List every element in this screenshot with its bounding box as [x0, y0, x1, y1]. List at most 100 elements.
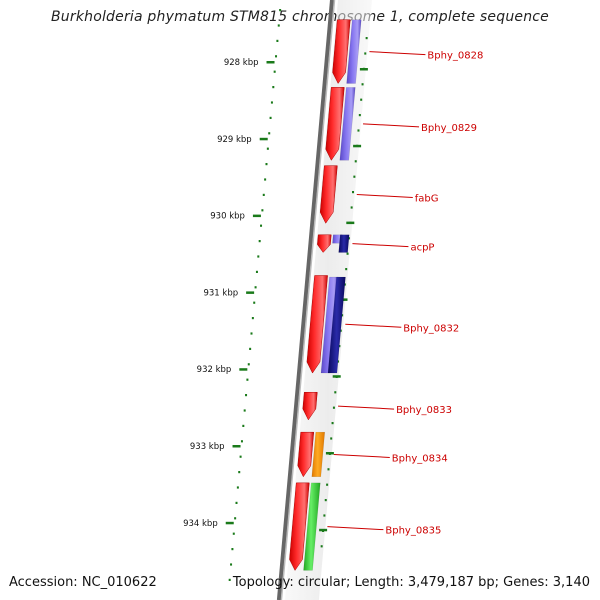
scale-dot — [262, 193, 265, 196]
outer-scale-dot — [361, 83, 364, 86]
scale-dot — [232, 532, 235, 535]
scale-dot — [277, 24, 280, 27]
scale-dot — [261, 209, 264, 212]
gene-arrow — [317, 234, 332, 253]
outer-scale-dot — [360, 98, 363, 101]
outer-scale-dot — [350, 206, 353, 209]
outer-scale-dot — [324, 499, 327, 502]
scale-dot — [230, 563, 233, 566]
feature-block — [339, 87, 356, 161]
scale-tick — [266, 61, 275, 64]
scale-tick — [252, 214, 261, 218]
outer-scale-dot — [332, 406, 335, 409]
gene-arrow — [306, 275, 328, 374]
sequence-summary: Topology: circular; Length: 3,479,187 bp… — [232, 575, 590, 590]
scale-dot — [251, 317, 254, 320]
gene-label: fabG — [415, 193, 439, 204]
scale-dot — [247, 363, 250, 366]
scale-dot — [253, 301, 256, 304]
outer-scale-dot — [364, 52, 367, 55]
gene-arrow — [289, 482, 310, 571]
feature-tracks — [303, 19, 362, 571]
scale-dot — [273, 70, 276, 73]
scale-dot — [258, 240, 261, 243]
scale-dot — [255, 270, 258, 273]
scale-dot — [268, 132, 271, 135]
outer-scale-tick — [332, 375, 341, 378]
outer-scale-dot — [354, 160, 357, 163]
scale-tick-label: 928 kbp — [224, 58, 259, 68]
scale-tick-label: 929 kbp — [217, 135, 252, 145]
outer-scale-dot — [358, 114, 361, 117]
scale-dot — [257, 255, 260, 258]
outer-scale-dot — [334, 391, 337, 394]
gene-label: Bphy_0835 — [385, 526, 441, 537]
scale-tick — [232, 445, 241, 448]
outer-scale-tick — [339, 298, 348, 301]
scale-dot — [238, 471, 241, 474]
map-title: Burkholderia phymatum STM815 chromosome … — [50, 9, 549, 25]
outer-scale-dot — [343, 283, 346, 286]
scale-dot — [228, 578, 231, 581]
scale-dot — [249, 347, 252, 350]
gene-arrow — [302, 391, 318, 421]
outer-scale-dot — [337, 360, 340, 363]
gene-labels: Bphy_0828 Bphy_0829 fabG acpP Bphy_0832 Bphy_… — [327, 51, 483, 537]
scale-dot — [250, 332, 253, 335]
scale-dot — [236, 486, 239, 489]
scale-tick — [225, 521, 234, 525]
backbone-line — [276, 0, 334, 600]
scale-dot — [279, 9, 282, 12]
scale-tick — [259, 137, 268, 141]
scale-tick-label: 932 kbp — [197, 365, 232, 375]
scale-dot — [245, 394, 248, 397]
outer-scale-dot — [339, 329, 342, 332]
gene-label: Bphy_0832 — [403, 323, 459, 334]
scale-ticks: 928 kbp 929 kbp 930 kbp 931 kbp 932 kbp 933 k… — [183, 58, 368, 532]
gene-label: Bphy_0834 — [392, 453, 448, 464]
gene-label: Bphy_0829 — [421, 123, 477, 134]
gene-arrow — [297, 431, 315, 478]
outer-scale-dot — [346, 252, 349, 255]
gene-arrow — [319, 165, 338, 224]
scale-dot — [276, 39, 279, 42]
scale-tick-label: 930 kbp — [210, 212, 245, 222]
outer-scale-dot — [326, 483, 329, 486]
accession-text: Accession: NC_010622 — [9, 575, 157, 590]
feature-block — [338, 234, 350, 253]
scale-dot — [239, 455, 242, 458]
gene-arrow — [325, 87, 345, 161]
gene-label: Bphy_0833 — [396, 405, 452, 416]
feature-block — [311, 431, 326, 477]
scale-tick — [246, 291, 255, 294]
outer-scale-dot — [353, 175, 356, 178]
gene-label-leader — [327, 526, 384, 531]
scale-tick — [239, 368, 248, 371]
scale-dot — [260, 224, 263, 227]
scale-dot — [231, 548, 234, 551]
gene-label: acpP — [410, 243, 434, 254]
outer-scale-dot — [327, 468, 330, 471]
outer-scale-tick — [319, 528, 328, 532]
scale-dot — [254, 286, 257, 289]
chromosome-backbone — [276, 0, 336, 600]
outer-scale-dot — [330, 437, 333, 440]
gene-arrows — [289, 19, 351, 571]
gene-label-leader — [369, 51, 426, 56]
scale-tick-label: 933 kbp — [190, 442, 225, 452]
scale-dot — [265, 163, 268, 166]
backbone-highlight — [280, 0, 336, 600]
scale-dot — [242, 424, 245, 427]
scale-tick-label: 934 kbp — [183, 519, 218, 529]
outer-scale-dot — [365, 37, 368, 40]
gene-label-leader — [338, 405, 395, 410]
scale-dot — [234, 517, 237, 520]
scale-dot — [270, 101, 273, 104]
feature-block — [327, 276, 346, 374]
gene-label-leader — [352, 243, 409, 248]
outer-scale-tick — [325, 452, 334, 455]
feature-block — [303, 482, 321, 571]
outer-scale-dot — [357, 129, 360, 132]
scale-dot — [235, 501, 238, 504]
